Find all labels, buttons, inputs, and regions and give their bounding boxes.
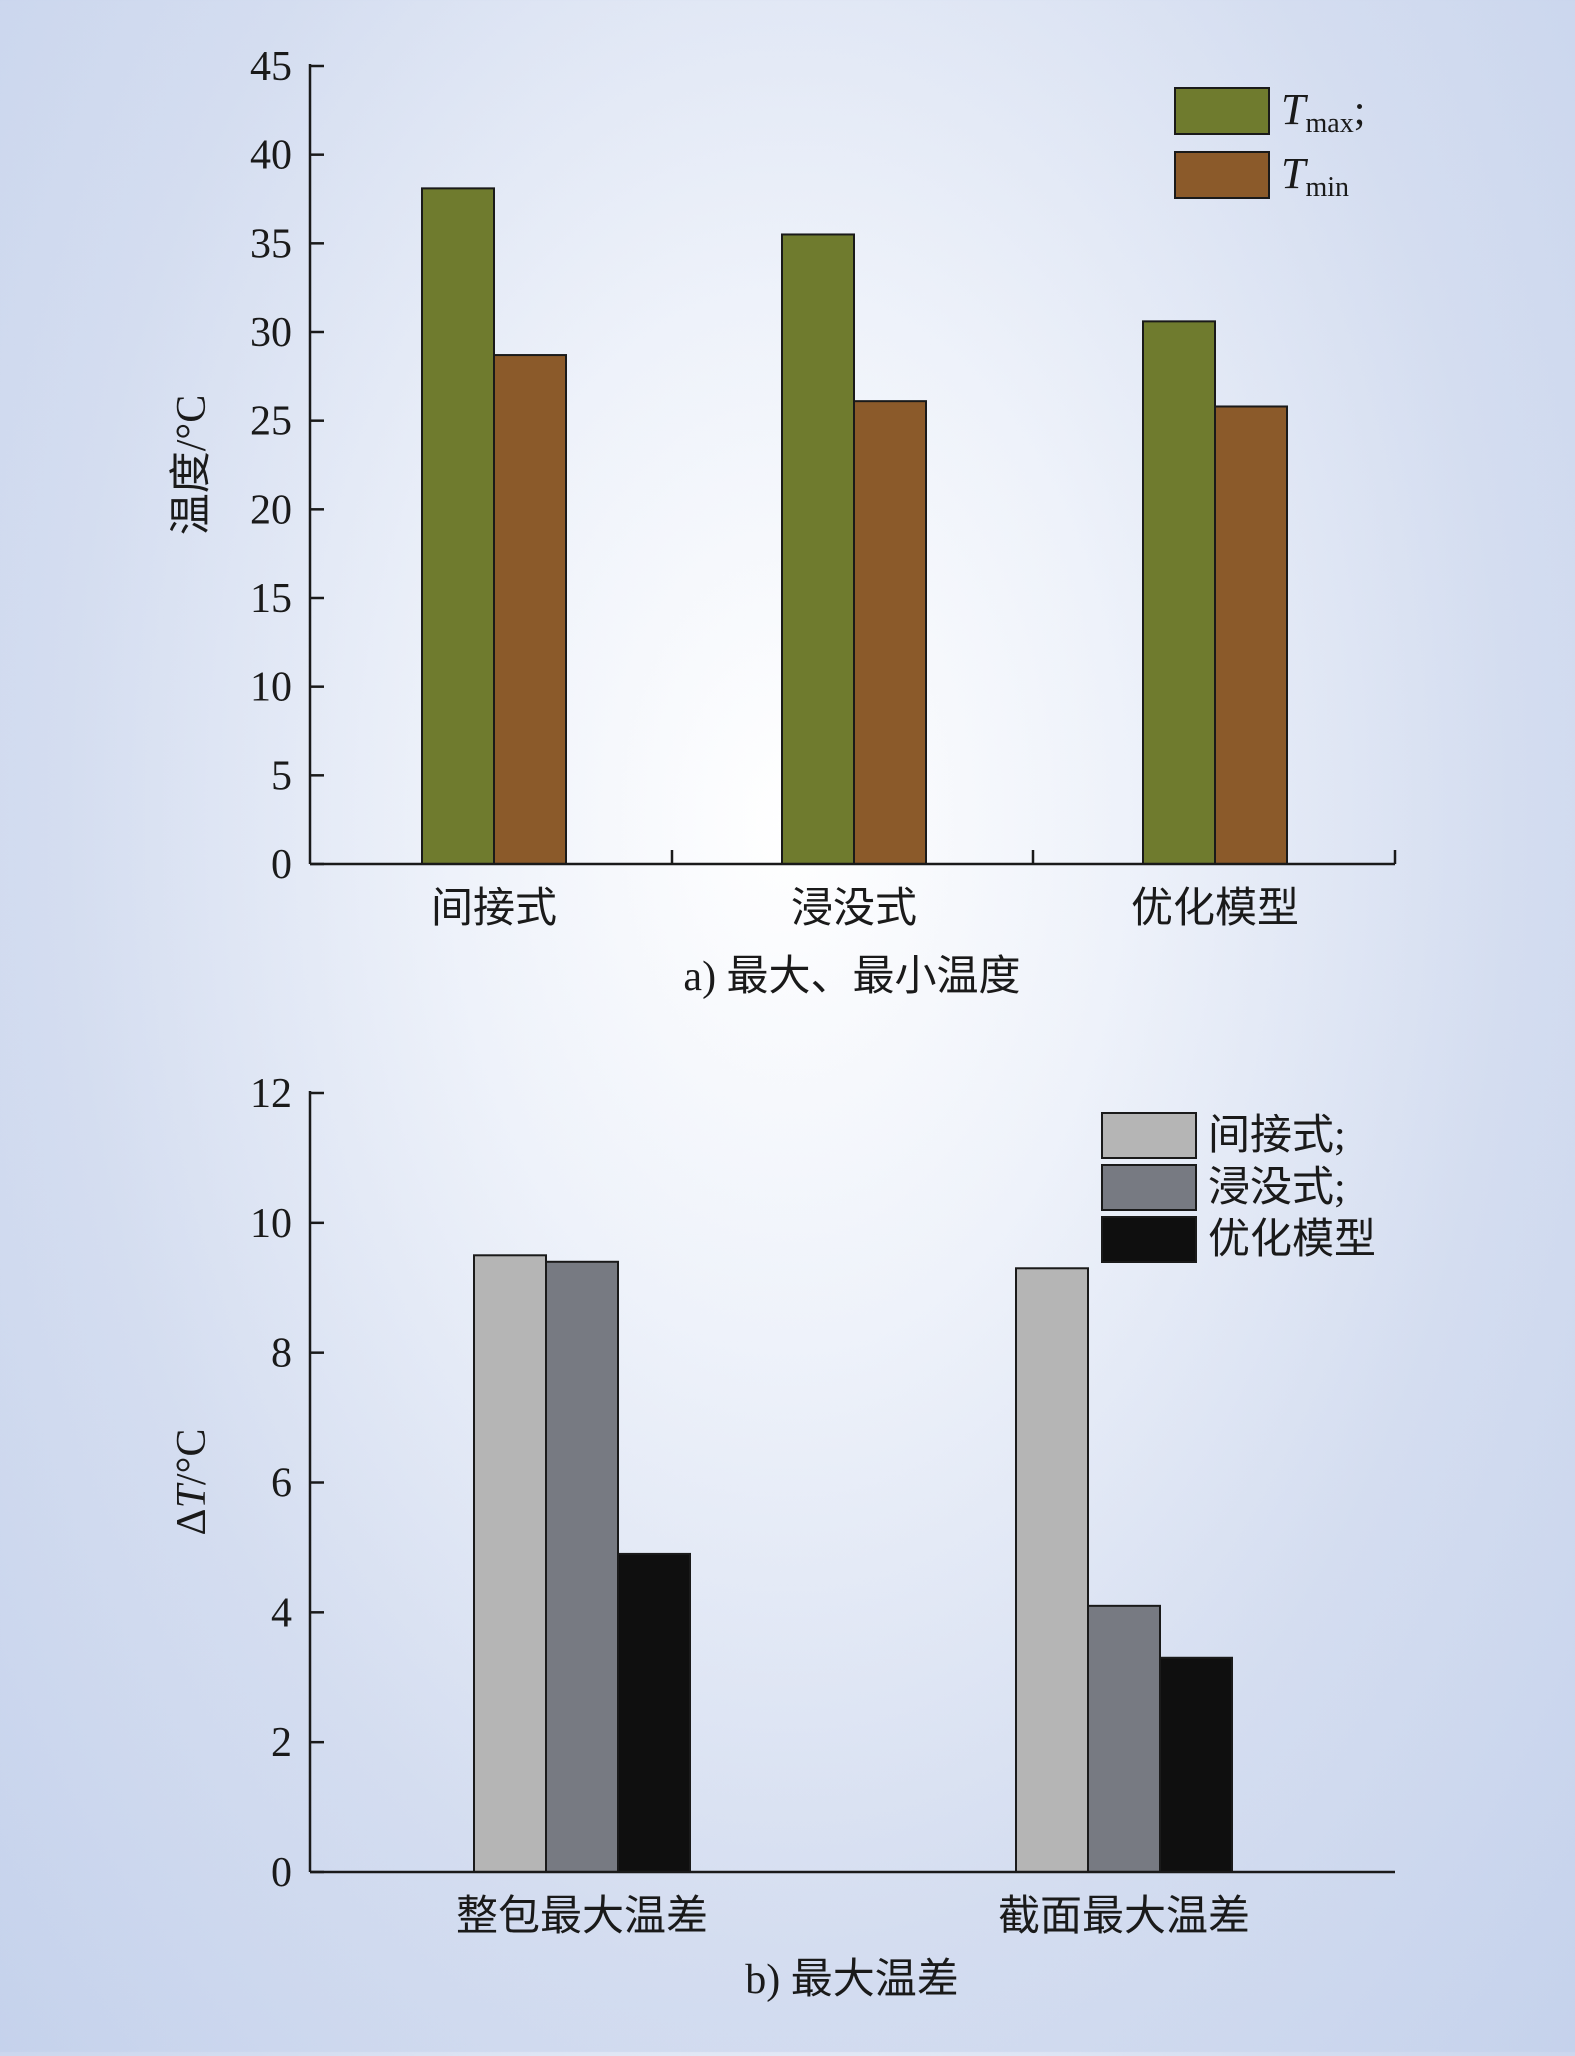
y-tick-label: 20 [250,487,292,533]
chart-caption: a) 最大、最小温度 [683,954,1020,1000]
y-tick-label: 4 [271,1590,292,1636]
bar-a-2-3 [1214,405,1288,865]
y-tick-label: 40 [250,133,292,179]
chart-b: 整包最大温差 截面最大温差 0 2 4 6 8 10 12 ΔT/°C b) 最大温差 间接式; 浸没式… [169,1071,1395,2003]
legend-label: Tmin [1281,149,1349,203]
chart-caption: b) 最大温差 [745,1957,959,2003]
y-tick-label: 6 [271,1461,292,1507]
bar-b-1-2 [1015,1267,1089,1873]
legend-swatch [1101,1164,1197,1211]
legend-label: Tmax; [1281,85,1365,139]
bar-b-2-1 [545,1260,619,1873]
chart-a: 间接式 浸没式 优化模型 0 5 10 15 20 25 30 35 40 45 温度/°C a) 最大、最… [169,44,1397,1000]
bar-b-3-2 [1159,1656,1233,1874]
bar-a-2-2 [853,400,927,865]
legend-swatch [1174,151,1270,199]
y-tick-label: 0 [271,842,292,888]
bar-a-2-1 [493,354,567,865]
y-tick-label: 5 [271,753,292,799]
y-tick-label: 10 [250,665,292,711]
y-tick-label: 2 [271,1720,292,1766]
y-axis-title: ΔT/°C [169,1429,215,1536]
y-tick-label: 25 [250,399,292,445]
y-tick-label: 15 [250,576,292,622]
y-tick-label: 0 [271,1850,292,1896]
legend-swatch [1101,1112,1197,1159]
legend-label: 间接式; [1208,1113,1346,1159]
y-tick-label: 35 [250,221,292,267]
y-tick-label: 8 [271,1331,292,1377]
y-tick-label: 45 [250,44,292,90]
category-label: 浸没式 [791,886,917,932]
bar-a-1-1 [421,187,495,866]
legend-swatch [1174,87,1270,135]
bar-a-1-3 [1142,320,1216,865]
legend-label: 浸没式; [1208,1165,1346,1211]
category-label: 整包最大温差 [456,1894,708,1940]
legend-label: 优化模型 [1208,1217,1376,1263]
category-label: 截面最大温差 [998,1894,1250,1940]
bar-b-3-1 [617,1552,691,1873]
bar-b-2-2 [1087,1604,1161,1873]
y-tick-label: 10 [250,1201,292,1247]
y-tick-label: 30 [250,310,292,356]
category-label: 优化模型 [1131,886,1299,932]
legend-swatch [1101,1216,1197,1263]
y-tick-label: 12 [250,1071,292,1117]
bar-b-1-1 [473,1254,547,1873]
category-label: 间接式 [431,886,557,932]
bar-a-1-2 [781,233,855,865]
y-axis-title: 温度/°C [169,395,215,535]
